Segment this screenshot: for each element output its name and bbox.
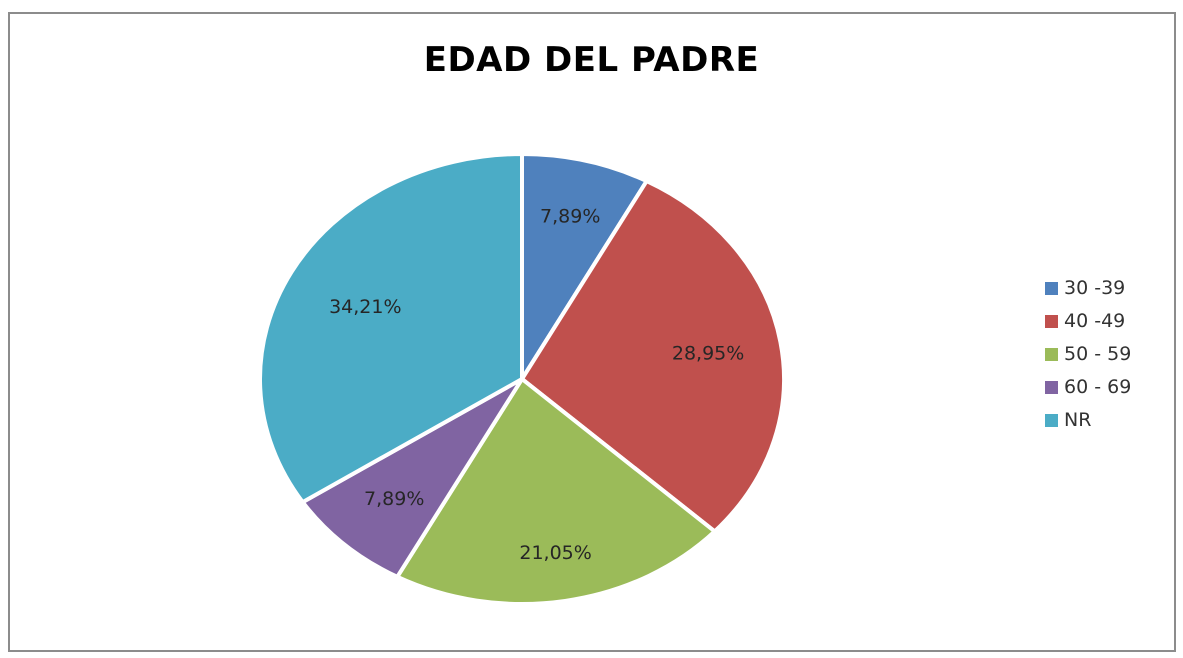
legend-swatch xyxy=(1045,281,1058,295)
legend-swatch xyxy=(1045,347,1058,361)
legend-label: 40 -49 xyxy=(1064,310,1126,332)
legend-item-5: NR xyxy=(1045,408,1175,432)
legend-swatch xyxy=(1045,413,1058,427)
pie-slice-3 xyxy=(395,377,717,606)
chart-title: EDAD DEL PADRE xyxy=(423,40,760,80)
data-label-2: 28,95% xyxy=(672,342,744,364)
legend-swatch xyxy=(1045,314,1058,328)
legend-label: 60 - 69 xyxy=(1064,376,1132,398)
legend: 30 -39 40 -49 50 - 59 60 - 69 NR xyxy=(1045,276,1175,441)
legend-swatch xyxy=(1045,380,1058,394)
legend-item-4: 60 - 69 xyxy=(1045,375,1175,399)
data-label-3: 21,05% xyxy=(519,542,591,564)
pie-slice-2 xyxy=(520,179,786,534)
data-label-1: 7,89% xyxy=(540,205,600,227)
legend-label: NR xyxy=(1064,409,1092,431)
pie-slice-1 xyxy=(520,152,649,381)
legend-item-3: 50 - 59 xyxy=(1045,342,1175,366)
legend-label: 50 - 59 xyxy=(1064,343,1132,365)
data-label-4: 7,89% xyxy=(364,488,424,510)
pie-slice-5 xyxy=(258,152,524,505)
legend-label: 30 -39 xyxy=(1064,277,1126,299)
legend-item-1: 30 -39 xyxy=(1045,276,1175,300)
data-label-5: 34,21% xyxy=(329,296,401,318)
pie-slice-4 xyxy=(300,377,524,579)
legend-item-2: 40 -49 xyxy=(1045,309,1175,333)
